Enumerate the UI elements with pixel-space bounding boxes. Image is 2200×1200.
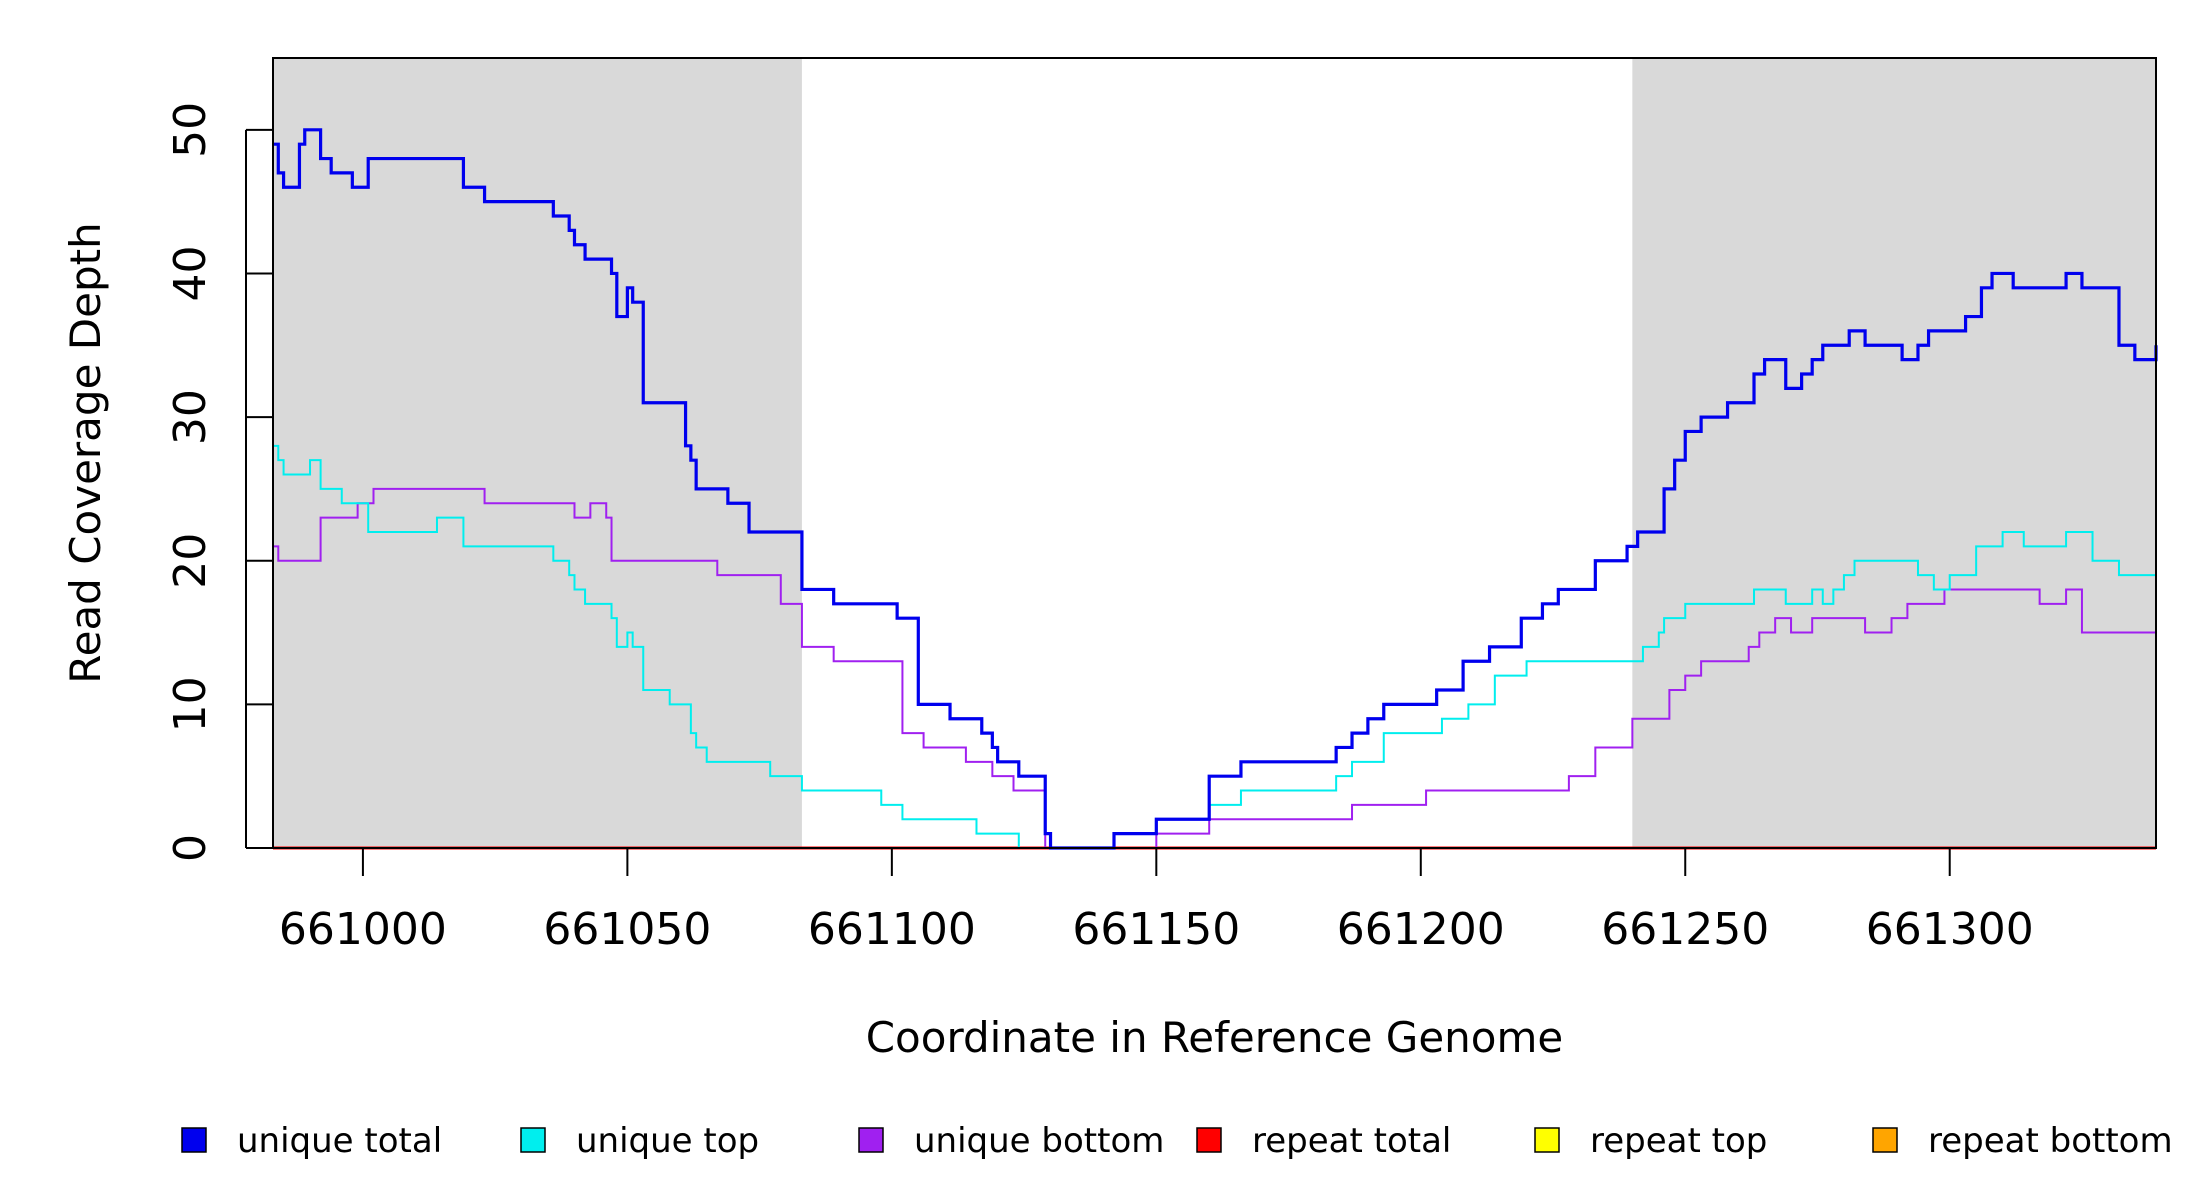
legend-swatch: [520, 1127, 546, 1153]
legend-swatch: [181, 1127, 207, 1153]
legend-label: unique total: [237, 1121, 442, 1161]
legend-label: unique bottom: [914, 1121, 1164, 1161]
legend-item-repeat-total: repeat total: [1196, 1121, 1451, 1161]
legend-item-repeat-top: repeat top: [1534, 1121, 1767, 1161]
series-line-unique-bottom: [273, 487, 2156, 849]
x-tick-label: 661250: [1601, 904, 1769, 955]
y-axis-title: Read Coverage Depth: [61, 222, 110, 683]
y-tick-label: 0: [165, 834, 216, 862]
x-tick-label: 661050: [543, 904, 711, 955]
x-tick-label: 661100: [808, 904, 976, 955]
y-tick-label: 20: [165, 533, 216, 589]
legend-item-repeat-bottom: repeat bottom: [1872, 1121, 2173, 1161]
x-tick-label: 661200: [1337, 904, 1505, 955]
legend-swatch: [1534, 1127, 1560, 1153]
shaded-regions: [273, 58, 2156, 848]
legend-item-unique-bottom: unique bottom: [858, 1121, 1164, 1161]
legend-label: repeat top: [1590, 1121, 1767, 1161]
y-axis: 0 10 20 30 40 50: [165, 102, 273, 862]
series-line-unique-total: [273, 128, 2158, 850]
shaded-region-2: [1632, 58, 2156, 848]
shaded-region-1: [273, 58, 802, 848]
legend-item-unique-total: unique total: [181, 1121, 442, 1161]
y-tick-label: 10: [165, 676, 216, 732]
x-tick-label: 661300: [1866, 904, 2034, 955]
x-axis: 661000 661050 661100 661150 661200 661250 6613…: [279, 847, 2034, 955]
y-tick-label: 30: [165, 389, 216, 445]
y-tick-label: 50: [165, 102, 216, 158]
x-tick-label: 661000: [279, 904, 447, 955]
x-tick-label: 661150: [1072, 904, 1240, 955]
legend-swatch: [858, 1127, 884, 1153]
legend-swatch: [1196, 1127, 1222, 1153]
legend-label: repeat bottom: [1928, 1121, 2173, 1161]
legend-item-unique-top: unique top: [520, 1121, 759, 1161]
x-axis-title: Coordinate in Reference Genome: [866, 1013, 1564, 1062]
legend-label: unique top: [576, 1121, 759, 1161]
legend: unique total unique top unique bottom repea…: [181, 1121, 2173, 1161]
y-tick-label: 40: [165, 245, 216, 301]
legend-swatch: [1872, 1127, 1898, 1153]
legend-label: repeat total: [1252, 1121, 1451, 1161]
